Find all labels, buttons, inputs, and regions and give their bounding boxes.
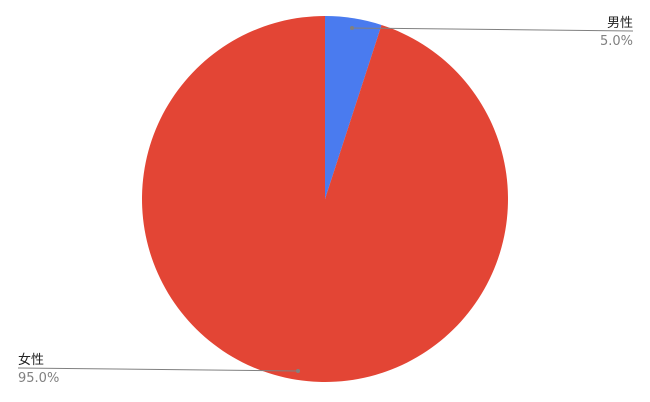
leader-dot-male bbox=[350, 26, 354, 30]
leader-line-female bbox=[17, 367, 299, 372]
slice-male bbox=[325, 16, 382, 199]
label-male: 男性 bbox=[607, 16, 633, 31]
leader-dot-female bbox=[296, 369, 300, 373]
label-female: 女性 bbox=[18, 352, 44, 368]
value-label-female: 95.0% bbox=[18, 371, 59, 386]
leader-line-male bbox=[351, 27, 634, 32]
slice-female bbox=[141, 16, 509, 382]
value-label-male: 5.0% bbox=[600, 34, 633, 49]
